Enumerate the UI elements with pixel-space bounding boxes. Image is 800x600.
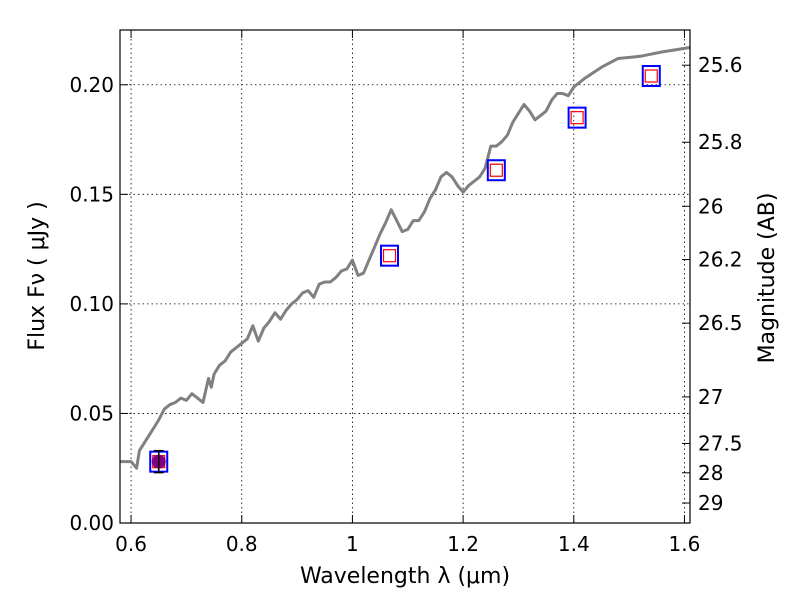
y2-tick-label: 25.6 — [698, 53, 743, 77]
y2-tick-label: 25.8 — [698, 130, 743, 154]
y2-tick-label: 26 — [698, 194, 723, 218]
band-model-marker — [644, 69, 658, 83]
y-tick-label: 0.20 — [69, 73, 114, 97]
band-markers — [149, 65, 661, 473]
y-tick-label: 0.10 — [69, 292, 114, 316]
y-tick-label: 0.00 — [69, 511, 114, 535]
y-axis-right: 25.6 25.8 26 26.2 26.5 27 27.5 28 29 — [682, 53, 743, 515]
y-tick-label: 0.15 — [69, 182, 114, 206]
x-tick-label: 1.6 — [669, 532, 701, 556]
y-tick-label: 0.05 — [69, 401, 114, 425]
y-axis-label: Flux Fν ( μJy ) — [25, 201, 50, 350]
x-tick-label: 0.6 — [115, 532, 147, 556]
y2-tick-label: 27.5 — [698, 431, 743, 455]
sed-model-curve — [120, 46, 691, 470]
y2-tick-label: 29 — [698, 491, 723, 515]
band-model-marker — [382, 249, 397, 263]
x-tick-label: 1.4 — [558, 532, 590, 556]
detection-marker — [151, 449, 166, 474]
y2-tick-label: 27 — [698, 385, 723, 409]
x-axis-label: Wavelength λ (μm) — [300, 564, 510, 589]
grid — [120, 30, 690, 523]
band-model-marker — [570, 111, 584, 125]
band-flux-marker — [380, 244, 400, 267]
band-model-marker — [489, 163, 503, 177]
y2-tick-label: 28 — [698, 461, 723, 485]
band-flux-marker — [486, 159, 506, 182]
sed-model-line — [120, 46, 691, 470]
x-tick-label: 1 — [346, 532, 359, 556]
plot-frame — [119, 29, 691, 524]
x-tick-label: 0.8 — [226, 532, 258, 556]
y2-tick-label: 26.2 — [698, 248, 743, 272]
band-flux-marker — [641, 65, 661, 88]
band-flux-marker — [567, 106, 587, 129]
y2-axis-label: Magnitude (AB) — [755, 193, 780, 364]
y-axis-left: 0.00 0.05 0.10 0.15 0.20 — [69, 73, 128, 535]
y2-tick-label: 26.5 — [698, 311, 743, 335]
x-tick-label: 1.2 — [447, 532, 479, 556]
x-axis: 0.6 0.8 1 1.2 1.4 1.6 — [115, 30, 700, 556]
